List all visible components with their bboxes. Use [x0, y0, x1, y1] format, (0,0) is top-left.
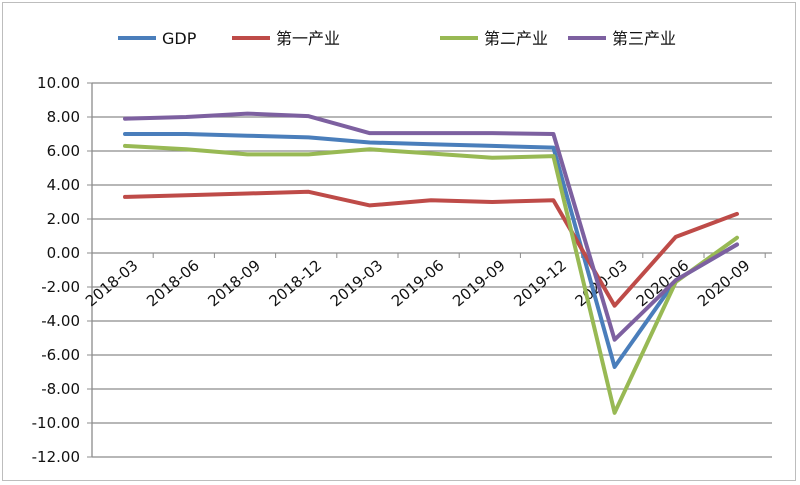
series-line-1 — [123, 189, 739, 308]
y-tick-label: -4.00 — [41, 312, 80, 330]
legend-label: 第三产业 — [612, 29, 676, 48]
x-tick-label: 2018-03 — [82, 256, 142, 310]
legend-label: GDP — [162, 29, 197, 48]
x-tick-label: 2019-03 — [327, 256, 387, 310]
y-tick-label: -8.00 — [41, 380, 80, 398]
series-line-3 — [123, 111, 739, 342]
gridlines — [92, 82, 772, 458]
legend-label: 第一产业 — [276, 29, 340, 48]
y-tick-label: 8.00 — [47, 108, 80, 126]
x-tick-label: 2018-12 — [266, 256, 326, 310]
series-line-2 — [123, 143, 739, 415]
y-axis-ticks: 10.00 8.00 6.00 4.00 2.00 0.00 -2.00 -4.00 -6.00… — [32, 74, 80, 466]
y-tick-label: 2.00 — [47, 210, 80, 228]
y-tick-label: 0.00 — [47, 244, 80, 262]
y-tick-label: -12.00 — [32, 448, 80, 466]
series-line-0 — [123, 132, 739, 369]
x-tick-label: 2019-06 — [388, 256, 448, 310]
legend-label: 第二产业 — [484, 29, 548, 48]
x-tick-label: 2018-06 — [143, 256, 203, 310]
y-tick-label: -10.00 — [32, 414, 80, 432]
x-tick-label: 2019-09 — [449, 256, 509, 310]
y-tick-label: 6.00 — [47, 142, 80, 160]
y-tick-label: 4.00 — [47, 176, 80, 194]
series-lines — [123, 111, 739, 415]
y-tick-label: -6.00 — [41, 346, 80, 364]
y-tick-label: -2.00 — [41, 278, 80, 296]
legend: GDP 第一产业 第二产业 第三产业 — [118, 29, 676, 48]
axes — [87, 82, 772, 458]
y-tick-label: 10.00 — [37, 74, 80, 92]
x-tick-label: 2018-09 — [204, 256, 264, 310]
x-tick-label: 2019-12 — [510, 256, 570, 310]
